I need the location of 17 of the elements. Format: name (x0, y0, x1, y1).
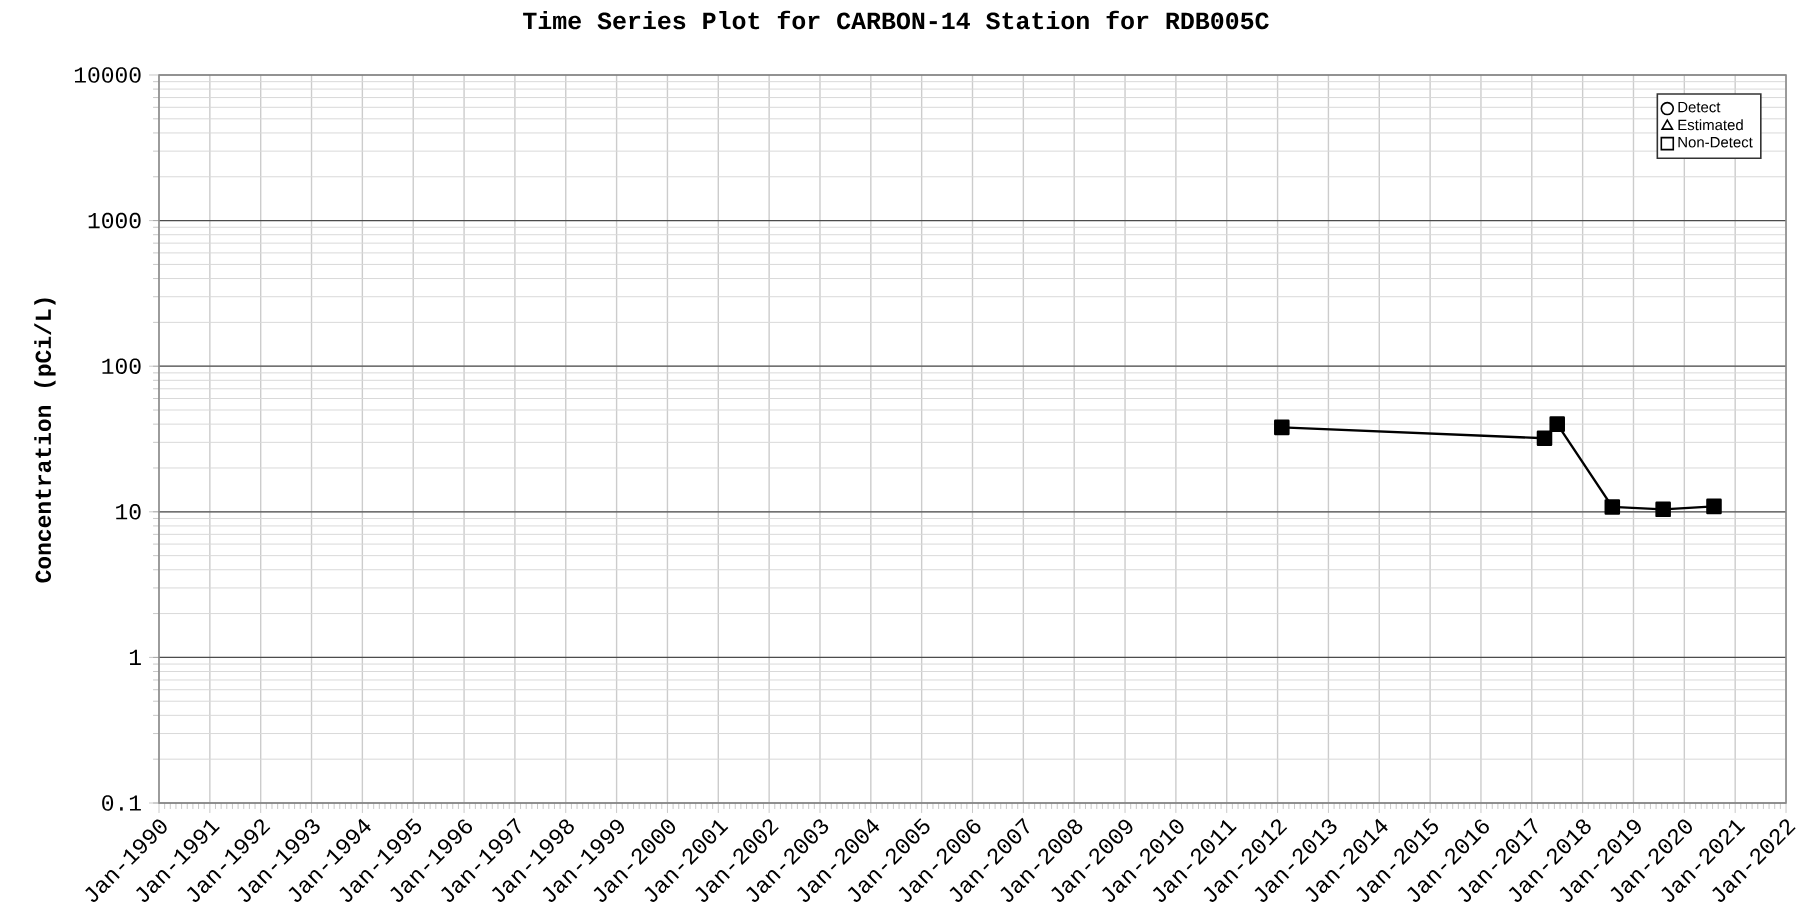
legend-label: Detect (1678, 101, 1721, 113)
y-tick-label: 1000 (88, 212, 141, 229)
point (1706, 498, 1722, 515)
legend-label: Estimated (1678, 119, 1743, 131)
chart-title: Time Series Plot for CARBON-14 Station for RDB005C (523, 10, 1269, 30)
point (1655, 501, 1671, 518)
y-tick-label: 10 (116, 504, 141, 520)
point (1274, 419, 1290, 436)
point (1604, 499, 1621, 515)
point (1536, 430, 1553, 447)
y-tick-label: 0.1 (102, 795, 141, 811)
y-tick-label: 100 (102, 358, 141, 374)
point (1549, 416, 1565, 432)
y-axis-title: Concentration (pCi/L) (34, 298, 56, 583)
y-tick-label: 10000 (74, 67, 141, 83)
legend-label: Non-Detect (1678, 137, 1753, 148)
y-tick-label: 1 (129, 649, 141, 665)
